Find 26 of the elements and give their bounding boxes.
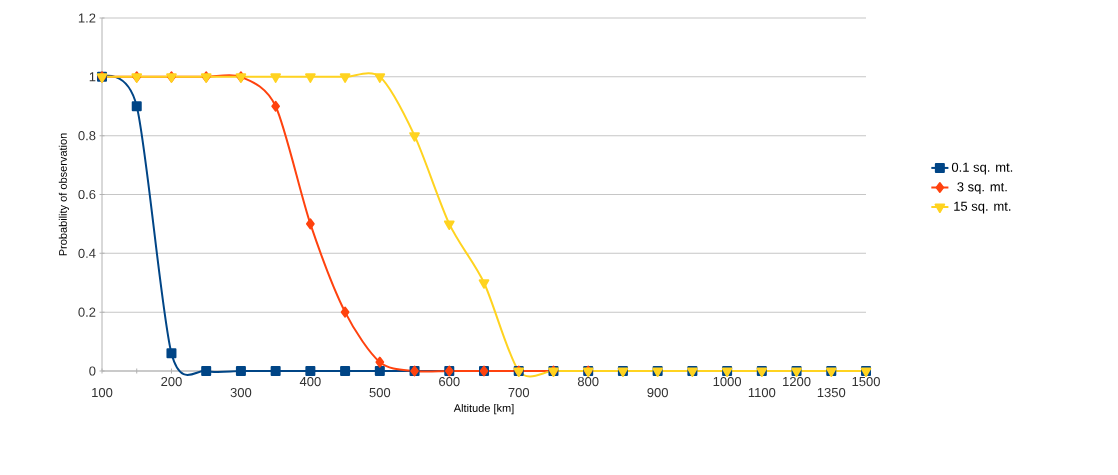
x-tick-label: 900	[647, 387, 668, 398]
x-tick-label: 400	[299, 376, 321, 387]
x-tick-label: 1200	[783, 376, 811, 387]
x-tick-label: 1350	[817, 387, 846, 398]
y-tick-label: 0.8	[78, 131, 96, 141]
x-tick-label: 300	[230, 387, 252, 398]
x-tick-label: 1500	[852, 376, 880, 387]
x-tick-label: 800	[577, 376, 599, 387]
x-tick-label: 100	[92, 387, 113, 398]
x-tick-label: 500	[369, 387, 391, 398]
y-tick-label: 0.6	[78, 189, 96, 200]
y-tick-label: 1.2	[78, 13, 96, 23]
x-tick-label: 1100	[748, 387, 776, 398]
x-axis-title: Altitude [km]	[453, 403, 514, 415]
y-tick-label: 1	[89, 72, 96, 82]
x-tick-label: 200	[161, 376, 182, 387]
legend-label: 15 sq. mt.	[954, 201, 1011, 214]
y-tick-label: 0.4	[78, 248, 96, 258]
legend-label: 3 sq. mt.	[957, 182, 1007, 194]
legend-label: 0.1 sq. mt.	[951, 162, 1013, 175]
x-tick-label: 600	[439, 376, 460, 387]
y-axis-title: Probability of observation	[58, 133, 70, 256]
x-tick-label: 1000	[713, 376, 742, 387]
x-tick-label: 700	[508, 387, 530, 398]
y-tick-label: 0.2	[78, 307, 96, 317]
y-tick-label: 0	[89, 366, 96, 376]
